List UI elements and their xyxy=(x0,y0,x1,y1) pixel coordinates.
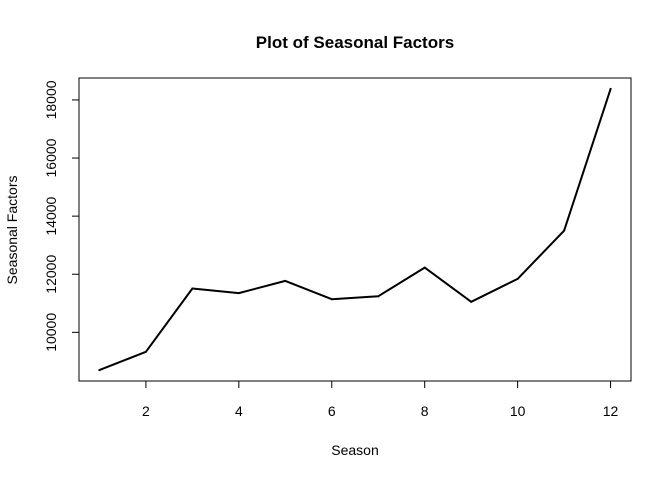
y-tick-label: 16000 xyxy=(43,138,59,177)
data-point-season-3 xyxy=(191,287,194,290)
x-axis: 2 4 6 8 10 12 xyxy=(142,380,619,419)
data-point-season-4 xyxy=(237,292,240,295)
data-point-season-7 xyxy=(377,295,380,298)
data-point-season-1 xyxy=(98,369,101,372)
x-tick-label: 12 xyxy=(603,403,619,419)
data-point-season-9 xyxy=(470,300,473,303)
data-point-season-12 xyxy=(609,87,612,90)
y-tick-label: 12000 xyxy=(43,255,59,294)
y-tick-label: 10000 xyxy=(43,313,59,352)
x-tick-label: 8 xyxy=(421,403,429,419)
data-point-season-8 xyxy=(423,266,426,269)
y-tick-label: 18000 xyxy=(43,80,59,119)
x-tick-label: 2 xyxy=(142,403,150,419)
data-point-season-5 xyxy=(284,279,287,282)
x-tick-label: 6 xyxy=(328,403,336,419)
data-point-season-11 xyxy=(563,229,566,232)
data-point-season-10 xyxy=(516,277,519,280)
y-tick-label: 14000 xyxy=(43,196,59,235)
y-axis: 10000 12000 14000 16000 18000 xyxy=(43,80,80,352)
x-tick-label: 4 xyxy=(235,403,243,419)
seasonal-factors-line xyxy=(98,87,612,372)
y-axis-label: Seasonal Factors xyxy=(4,176,20,285)
x-axis-label: Season xyxy=(331,442,378,458)
x-tick-label: 10 xyxy=(510,403,526,419)
data-point-season-6 xyxy=(330,298,333,301)
data-point-season-2 xyxy=(144,350,147,353)
series-layer xyxy=(98,87,612,372)
chart-title: Plot of Seasonal Factors xyxy=(256,33,454,52)
